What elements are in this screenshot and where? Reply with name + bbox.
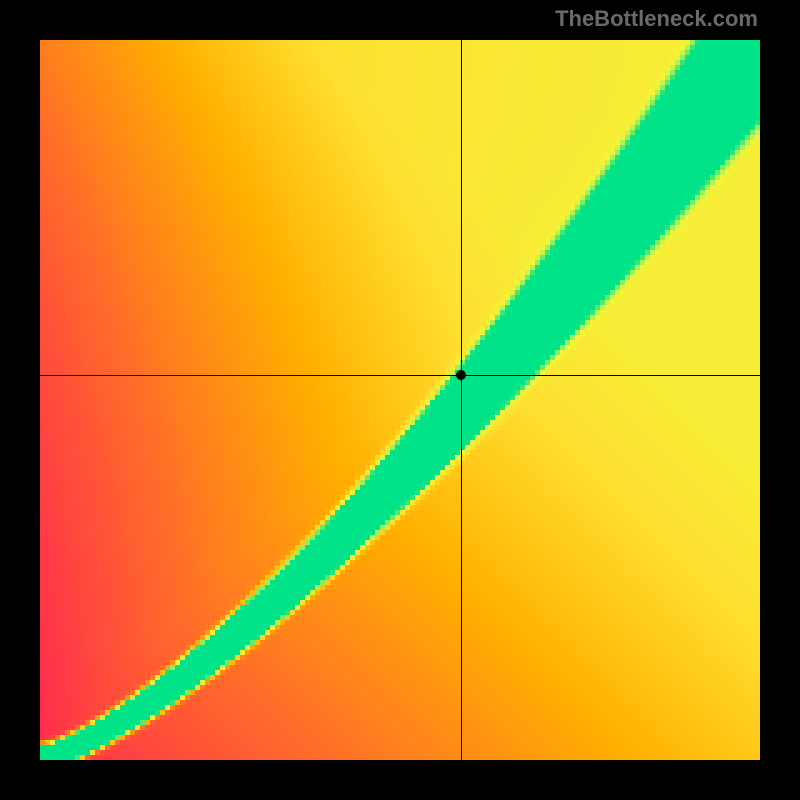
- crosshair-horizontal: [40, 375, 760, 376]
- watermark-text: TheBottleneck.com: [555, 6, 758, 32]
- crosshair-marker: [456, 370, 466, 380]
- heatmap-canvas: [40, 40, 760, 760]
- heatmap-chart: [40, 40, 760, 760]
- crosshair-vertical: [461, 40, 462, 760]
